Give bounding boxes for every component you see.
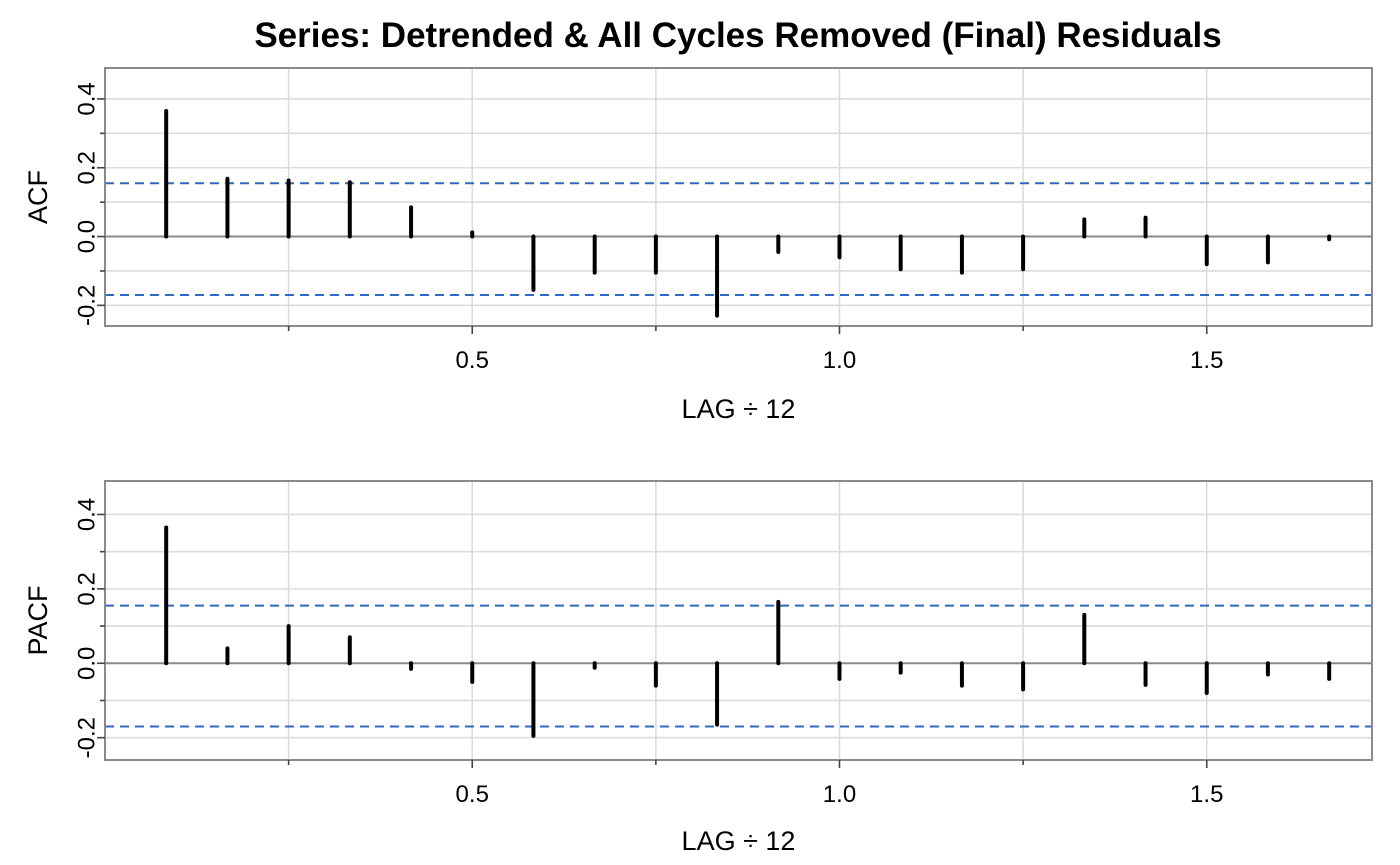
pacf-x-axis-label: LAG ÷ 12 bbox=[682, 826, 796, 856]
pacf-ytick-label: 0.4 bbox=[74, 498, 101, 531]
pacf-panel: 0.5 1.0 1.5 -0.2 0.0 0.2 0.4 LAG ÷ 12 PACF bbox=[23, 480, 1373, 856]
acf-xtick-label: 1.0 bbox=[823, 347, 856, 374]
acf-y-axis-label: ACF bbox=[23, 170, 53, 224]
acf-plot-frame bbox=[104, 67, 1373, 327]
acf-ytick-label: 0.0 bbox=[74, 220, 101, 253]
pacf-ytick-label: -0.2 bbox=[74, 717, 101, 758]
acf-ytick-label: 0.4 bbox=[74, 82, 101, 115]
figure-title: Series: Detrended & All Cycles Removed (… bbox=[254, 16, 1221, 55]
acf-xtick-label: 1.5 bbox=[1190, 347, 1223, 374]
pacf-xtick-label: 1.0 bbox=[823, 781, 856, 808]
pacf-ytick-label: 0.2 bbox=[74, 572, 101, 605]
pacf-ytick-label: 0.0 bbox=[74, 647, 101, 680]
acf-xtick-label: 0.5 bbox=[456, 347, 489, 374]
pacf-plot-frame bbox=[104, 480, 1373, 761]
pacf-xtick-label: 0.5 bbox=[456, 781, 489, 808]
pacf-xtick-label: 1.5 bbox=[1190, 781, 1223, 808]
acf-panel: 0.5 1.0 1.5 -0.2 0.0 0.2 0.4 LAG ÷ 12 ACF bbox=[23, 67, 1373, 424]
acf-x-axis-label: LAG ÷ 12 bbox=[682, 394, 796, 424]
pacf-y-axis-label: PACF bbox=[23, 585, 53, 655]
acf-ytick-label: -0.2 bbox=[74, 285, 101, 326]
acf-ytick-label: 0.2 bbox=[74, 151, 101, 184]
